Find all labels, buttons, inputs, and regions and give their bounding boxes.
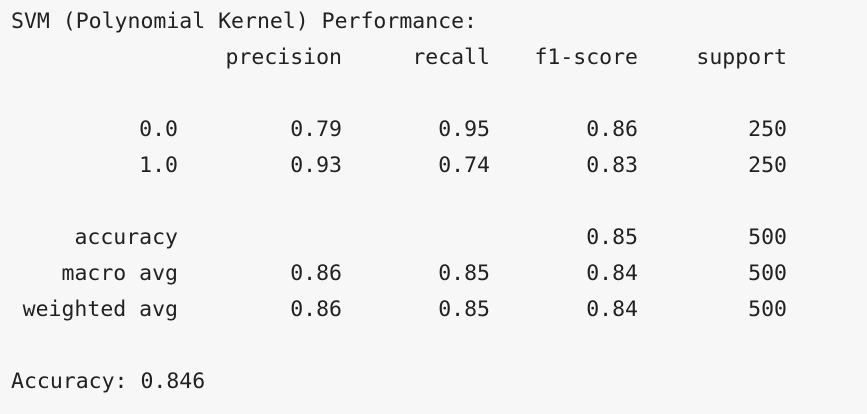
cell-support: 500 [748,225,787,250]
cell-support: 500 [748,297,787,322]
cell-precision: 0.86 [290,261,342,286]
cell-recall: 0.85 [438,297,490,322]
blank-line [11,328,856,364]
header-recall: recall [412,45,490,70]
blank-line [11,184,856,220]
row-label: macro avg [61,261,179,286]
cell-f1: 0.83 [586,153,638,178]
cell-f1: 0.86 [586,117,638,142]
cell-precision: 0.79 [290,117,342,142]
cell-f1: 0.84 [586,297,638,322]
cell-recall: 0.85 [438,261,490,286]
row-label: 1.0 [139,153,178,178]
table-row: accuracy 0.85 500 [11,220,856,256]
cell-recall: 0.95 [438,117,490,142]
cell-f1: 0.84 [586,261,638,286]
header-precision: precision [225,45,343,70]
cell-f1: 0.85 [586,225,638,250]
accuracy-summary-line: Accuracy: 0.846 [11,364,856,400]
table-row: 0.0 0.79 0.95 0.86 250 [11,112,856,148]
header-f1-score: f1-score [534,45,638,70]
cell-support: 250 [748,117,787,142]
table-row: weighted avg 0.86 0.85 0.84 500 [11,292,856,328]
row-label: accuracy [74,225,178,250]
row-label: 0.0 [139,117,178,142]
blank-line [11,76,856,112]
console-output: SVM (Polynomial Kernel) Performance: pre… [0,4,867,414]
cell-support: 250 [748,153,787,178]
accuracy-summary: Accuracy: 0.846 [11,369,206,394]
cell-precision: 0.86 [290,297,342,322]
row-label: weighted avg [22,297,178,322]
table-row: 1.0 0.93 0.74 0.83 250 [11,148,856,184]
cell-recall: 0.74 [438,153,490,178]
cell-support: 500 [748,261,787,286]
table-row: macro avg 0.86 0.85 0.84 500 [11,256,856,292]
header-support: support [696,45,787,70]
cell-precision: 0.93 [290,153,342,178]
report-title: SVM (Polynomial Kernel) Performance: [11,9,477,34]
report-title-line: SVM (Polynomial Kernel) Performance: [11,4,856,40]
header-row: precision recall f1-score support [11,40,856,76]
